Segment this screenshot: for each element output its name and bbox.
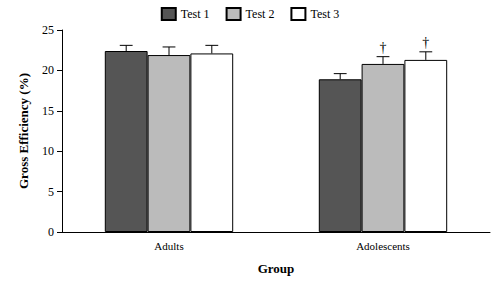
svg-text:Adults: Adults (154, 240, 183, 252)
svg-text:Test 3: Test 3 (310, 7, 339, 21)
svg-text:Adolescents: Adolescents (356, 240, 410, 252)
svg-text:5: 5 (48, 185, 54, 199)
svg-text:†: † (380, 40, 387, 55)
svg-text:Gross Efficiency (%): Gross Efficiency (%) (16, 73, 31, 189)
svg-text:20: 20 (42, 63, 54, 77)
svg-text:Group: Group (258, 261, 295, 276)
svg-text:0: 0 (48, 225, 54, 239)
svg-text:Test 1: Test 1 (181, 7, 210, 21)
svg-text:15: 15 (42, 104, 54, 118)
svg-text:Test 2: Test 2 (246, 7, 275, 21)
svg-text:10: 10 (42, 144, 54, 158)
svg-text:†: † (422, 35, 429, 50)
svg-text:25: 25 (42, 23, 54, 37)
